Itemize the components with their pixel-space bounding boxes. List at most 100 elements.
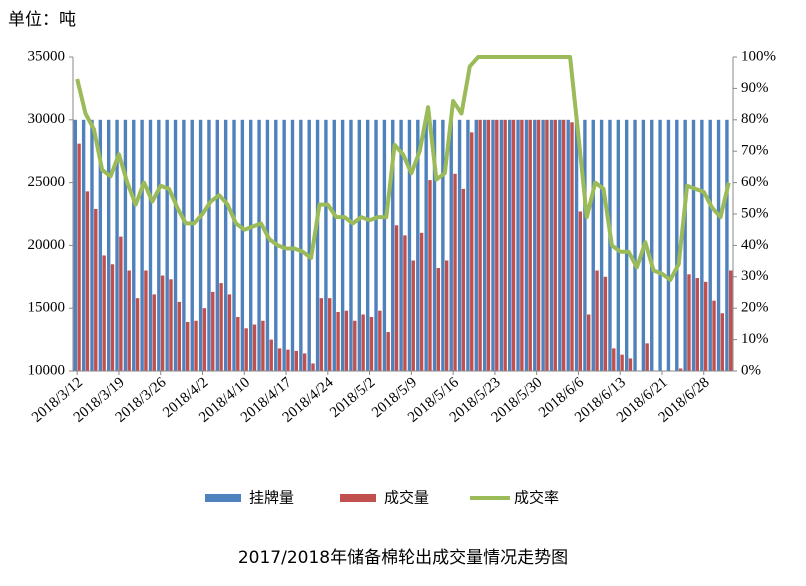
bar (386, 332, 390, 371)
bar (449, 119, 453, 371)
bar (269, 339, 273, 371)
bar (365, 119, 370, 371)
bar (583, 119, 587, 371)
bar (553, 119, 557, 371)
bar (94, 208, 98, 371)
y-tick-label: 25000 (28, 174, 66, 190)
bar (599, 119, 604, 371)
y2-tick-label: 60% (741, 174, 769, 190)
bar (232, 119, 236, 371)
x-tick-label: 2018/5/2 (327, 374, 378, 421)
bar (169, 279, 173, 371)
bar (307, 119, 311, 371)
bar (428, 180, 432, 371)
bar (432, 119, 437, 371)
bar (570, 122, 574, 371)
bar (650, 119, 654, 371)
bar (716, 119, 721, 371)
bar (90, 119, 94, 371)
bar (106, 119, 111, 371)
bar (302, 353, 307, 371)
bar (633, 119, 637, 371)
bar (436, 268, 441, 371)
bar (470, 132, 474, 371)
bar (620, 354, 624, 371)
bar (461, 188, 466, 371)
y-tick-label: 10000 (28, 362, 66, 378)
bar (403, 235, 407, 371)
bar (444, 260, 449, 371)
bar (671, 371, 674, 387)
bar (132, 119, 136, 371)
bar (658, 119, 662, 371)
bar (536, 119, 541, 371)
bar (503, 119, 507, 371)
bar (324, 119, 328, 371)
bar (374, 119, 378, 371)
bar (140, 119, 144, 371)
bar (207, 119, 211, 371)
bar (223, 119, 228, 371)
bar (453, 173, 457, 371)
bar (219, 283, 223, 371)
bar (533, 119, 537, 371)
bar (486, 119, 491, 371)
bar (578, 211, 583, 371)
chart-title: 2017/2018年储备棉轮出成交量情况走势图 (238, 548, 568, 568)
bar (261, 320, 265, 371)
bar (703, 281, 708, 371)
bar (190, 119, 194, 371)
bar (394, 225, 399, 371)
bar (574, 119, 579, 371)
bar (695, 278, 700, 371)
legend-label: 成交量 (384, 489, 429, 507)
bar (77, 143, 81, 371)
bar (81, 119, 86, 371)
bar (729, 270, 733, 371)
bar (378, 310, 382, 371)
bar (520, 119, 524, 371)
legend-label: 挂牌量 (249, 489, 294, 507)
bar (127, 270, 131, 371)
bar (185, 322, 190, 371)
bar (215, 119, 220, 371)
bar (586, 314, 591, 371)
bar (152, 294, 156, 371)
bar (499, 119, 504, 371)
bar (549, 119, 554, 371)
bar (687, 274, 691, 371)
bar (666, 119, 671, 371)
bar (369, 316, 374, 371)
y-tick-label: 15000 (28, 300, 66, 316)
bar (315, 119, 320, 371)
bar (528, 119, 532, 371)
bar (545, 119, 549, 371)
bar (286, 349, 290, 371)
bar (290, 119, 295, 371)
bar (441, 119, 445, 371)
bar (344, 310, 349, 371)
bar (541, 119, 545, 371)
y2-tick-label: 100% (741, 48, 776, 64)
bar (700, 119, 704, 371)
y2-tick-label: 50% (741, 205, 769, 221)
bar (319, 298, 324, 371)
y2-tick-label: 80% (741, 111, 769, 127)
bar (198, 119, 203, 371)
bar (624, 119, 629, 371)
line (75, 55, 731, 282)
bar (482, 119, 487, 371)
y2-tick-label: 40% (741, 237, 769, 253)
bar (708, 119, 712, 371)
bar (411, 260, 415, 371)
bar (416, 119, 420, 371)
bar (340, 119, 345, 371)
bar (236, 316, 240, 371)
bar (110, 264, 115, 371)
bar (725, 119, 729, 371)
bar (561, 119, 566, 371)
bar (616, 119, 621, 371)
bar (558, 119, 562, 371)
bar (566, 119, 570, 371)
